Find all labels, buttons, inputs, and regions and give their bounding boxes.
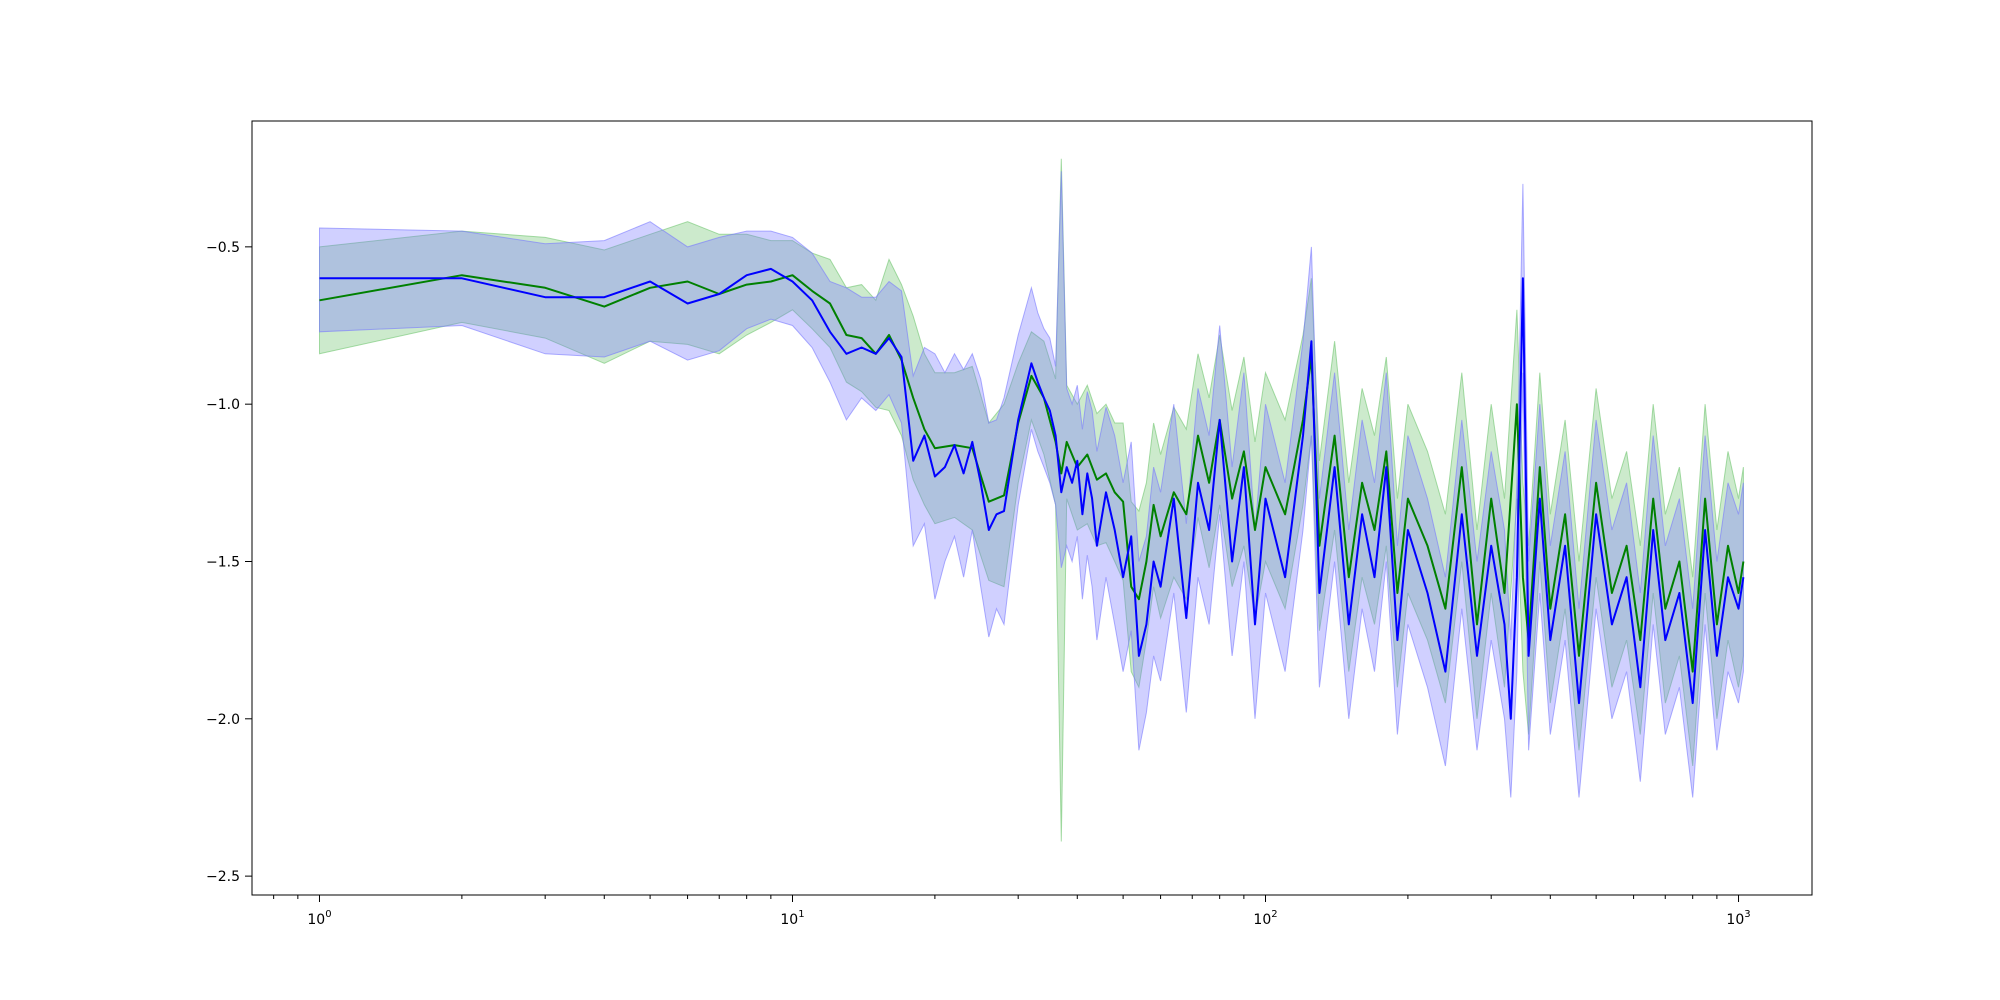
plot-frame (251, 120, 1813, 896)
x-tick-label: 102 (1253, 909, 1277, 928)
y-tick-label: −1.5 (206, 554, 240, 570)
y-tick-label: −0.5 (206, 240, 240, 256)
x-axis: 100 101 102 103 (273, 895, 1751, 928)
confidence-bands (319, 158, 1744, 842)
band-blue (319, 171, 1744, 798)
series-line-blue (319, 267, 1745, 720)
x-tick-label: 103 (1726, 909, 1750, 928)
y-axis: −0.5 −1.0 −1.5 −2.0 −2.5 (206, 240, 252, 885)
x-tick-label: 100 (307, 909, 331, 928)
series-lines (319, 267, 1745, 720)
x-tick-label: 101 (780, 909, 804, 928)
y-tick-label: −2.5 (206, 869, 240, 885)
y-tick-label: −2.0 (206, 712, 240, 728)
y-tick-label: −1.0 (206, 397, 240, 413)
